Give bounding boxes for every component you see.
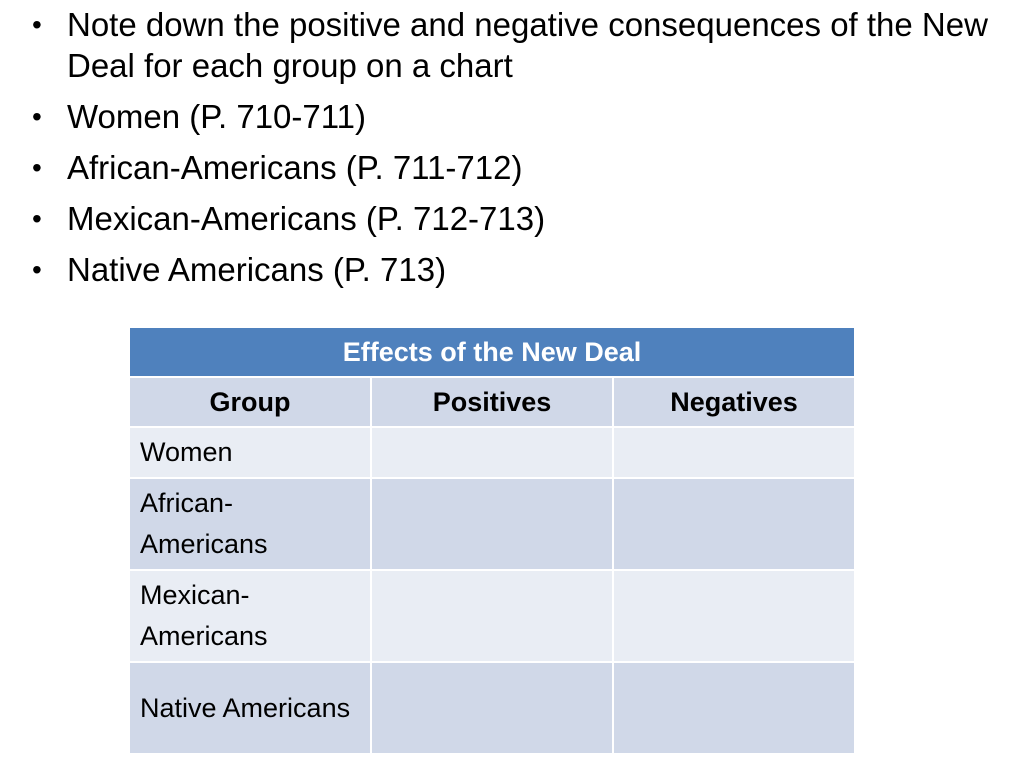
bullet-text: African-Americans (P. 711-712): [67, 149, 523, 186]
positives-cell: [370, 661, 614, 755]
table-title: Effects of the New Deal: [128, 326, 856, 378]
bullet-text: Mexican-Americans (P. 712-713): [67, 200, 546, 237]
column-header-group: Group: [128, 376, 372, 428]
table-row: Native Americans: [128, 661, 856, 755]
negatives-cell: [612, 661, 856, 755]
group-cell: Mexican-Americans: [128, 569, 372, 663]
effects-table: Effects of the New Deal Group Positives …: [128, 326, 856, 755]
bullet-icon: •: [32, 203, 42, 234]
bullet-item: • Women (P. 710-711): [30, 96, 990, 137]
table-row: African-Americans: [128, 477, 856, 571]
table-row: Women: [128, 426, 856, 479]
negatives-cell: [612, 569, 856, 663]
group-cell: African-Americans: [128, 477, 372, 571]
bullet-icon: •: [32, 254, 42, 285]
bullet-list: • Note down the positive and negative con…: [30, 4, 990, 300]
positives-cell: [370, 426, 614, 479]
negatives-cell: [612, 426, 856, 479]
column-header-negatives: Negatives: [612, 376, 856, 428]
table-title-row: Effects of the New Deal: [128, 326, 856, 378]
positives-cell: [370, 477, 614, 571]
bullet-text: Note down the positive and negative cons…: [67, 6, 988, 84]
group-cell: Women: [128, 426, 372, 479]
bullet-text: Women (P. 710-711): [67, 98, 366, 135]
table-row: Mexican-Americans: [128, 569, 856, 663]
bullet-text: Native Americans (P. 713): [67, 251, 447, 288]
bullet-item: • Mexican-Americans (P. 712-713): [30, 198, 990, 239]
column-header-positives: Positives: [370, 376, 614, 428]
positives-cell: [370, 569, 614, 663]
bullet-item: • Note down the positive and negative con…: [30, 4, 990, 86]
bullet-icon: •: [32, 101, 42, 132]
effects-table-container: Effects of the New Deal Group Positives …: [128, 326, 856, 755]
table-header-row: Group Positives Negatives: [128, 376, 856, 428]
bullet-item: • Native Americans (P. 713): [30, 249, 990, 290]
negatives-cell: [612, 477, 856, 571]
bullet-icon: •: [32, 152, 42, 183]
bullet-icon: •: [32, 9, 42, 40]
group-cell: Native Americans: [128, 661, 372, 755]
bullet-item: • African-Americans (P. 711-712): [30, 147, 990, 188]
